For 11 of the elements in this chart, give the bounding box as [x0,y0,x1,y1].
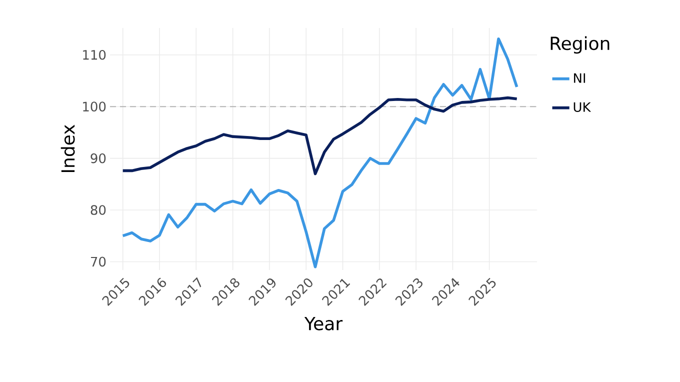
legend-label: NI [574,73,586,83]
y-tick-label: 110 [83,50,106,60]
y-axis-title: Index [60,124,75,172]
y-tick-label: 100 [83,102,106,112]
y-tick-label: 80 [90,205,106,215]
legend-title: Region [550,36,610,54]
x-axis-title: Year [304,316,343,330]
legend-label: UK [574,102,592,112]
y-tick-label: 70 [91,256,106,267]
line-series [121,37,518,268]
y-tick-label: 90 [90,153,106,164]
